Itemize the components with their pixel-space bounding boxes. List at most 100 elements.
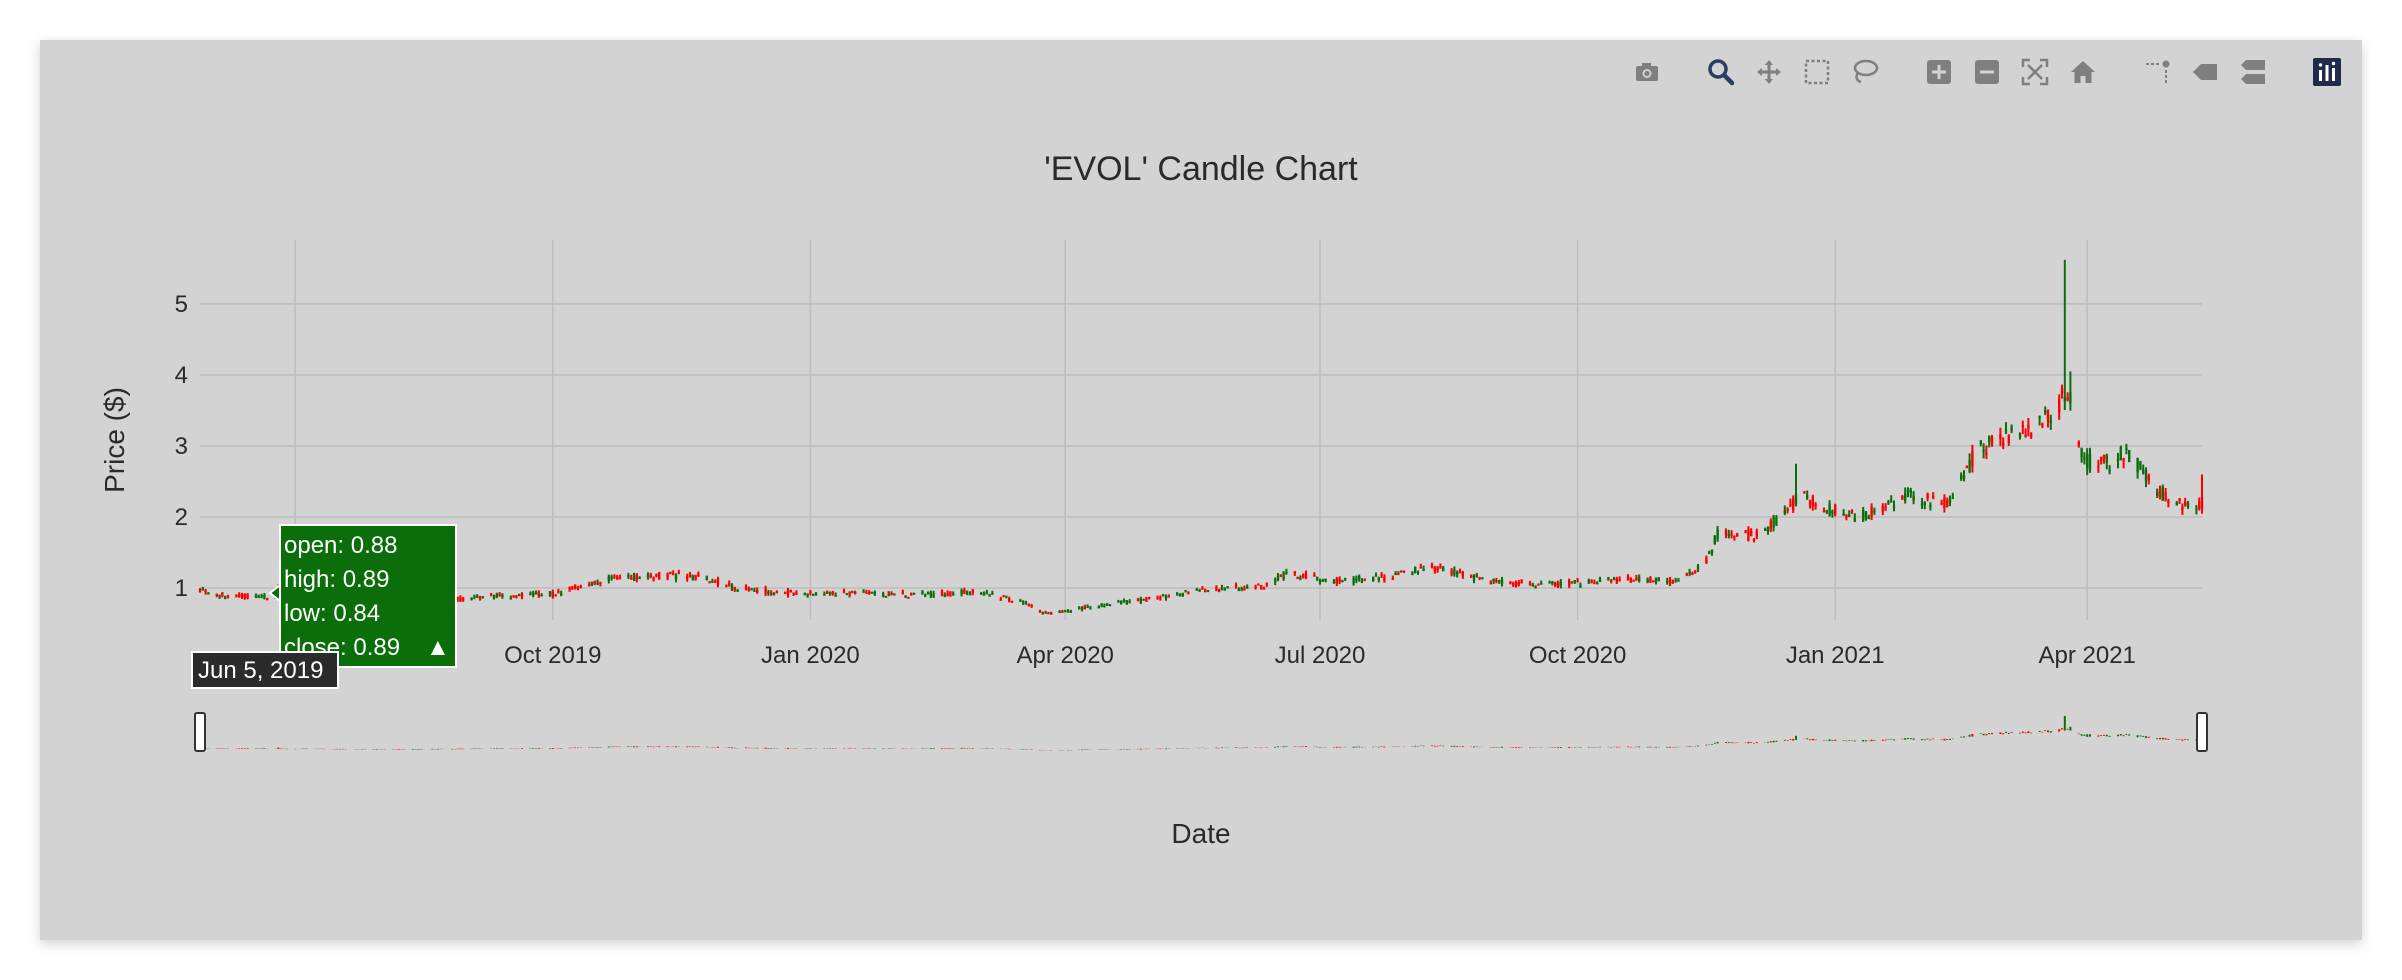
candle-decreasing[interactable] — [688, 571, 692, 578]
candle-decreasing[interactable] — [1148, 596, 1151, 600]
candle-increasing[interactable] — [2119, 445, 2122, 461]
candle-decreasing[interactable] — [940, 589, 944, 597]
candle-decreasing[interactable] — [1313, 572, 1316, 577]
candle-decreasing[interactable] — [1884, 503, 1887, 511]
candle-decreasing[interactable] — [649, 572, 652, 579]
candle-increasing[interactable] — [1080, 606, 1084, 612]
candle-decreasing[interactable] — [554, 594, 557, 597]
candle-decreasing[interactable] — [1262, 586, 1266, 590]
candle-increasing[interactable] — [2086, 448, 2089, 476]
candle-increasing[interactable] — [2108, 465, 2111, 475]
candle-increasing[interactable] — [1064, 609, 1067, 613]
candle-increasing[interactable] — [1122, 598, 1126, 603]
candle-increasing[interactable] — [1019, 598, 1022, 602]
candle-decreasing[interactable] — [1626, 574, 1630, 581]
candle-increasing[interactable] — [1316, 576, 1319, 581]
candle-decreasing[interactable] — [478, 595, 482, 601]
candle-decreasing[interactable] — [1990, 434, 1994, 447]
candle-decreasing[interactable] — [616, 574, 619, 580]
candle-increasing[interactable] — [1276, 573, 1280, 582]
candle-decreasing[interactable] — [1517, 579, 1520, 587]
candle-increasing[interactable] — [1414, 566, 1417, 574]
candle-increasing[interactable] — [1066, 609, 1070, 613]
candle-increasing[interactable] — [1341, 579, 1344, 583]
candle-decreasing[interactable] — [786, 587, 790, 598]
candle-increasing[interactable] — [1892, 500, 1896, 512]
candle-decreasing[interactable] — [1436, 566, 1439, 573]
candle-decreasing[interactable] — [770, 590, 773, 596]
candle-decreasing[interactable] — [221, 591, 224, 598]
candle-decreasing[interactable] — [1946, 497, 1949, 508]
candle-decreasing[interactable] — [1615, 576, 1618, 584]
candle-increasing[interactable] — [882, 591, 885, 598]
hover-closest-button[interactable] — [2188, 55, 2222, 89]
candle-increasing[interactable] — [1853, 513, 1856, 523]
candle-increasing[interactable] — [257, 594, 260, 599]
candle-increasing[interactable] — [2004, 422, 2008, 435]
candle-increasing[interactable] — [1909, 487, 1912, 498]
candle-chart[interactable]: 'EVOL' Candle Chart 1 2 3 4 5 Oct 2019 Jan 2020… — [40, 40, 2362, 940]
candle-increasing[interactable] — [1240, 586, 1243, 592]
candle-increasing[interactable] — [534, 590, 538, 595]
candle-decreasing[interactable] — [865, 589, 868, 594]
candle-decreasing[interactable] — [1187, 591, 1190, 595]
candle-increasing[interactable] — [540, 593, 543, 597]
candle-decreasing[interactable] — [1901, 494, 1904, 500]
candle-increasing[interactable] — [1047, 612, 1050, 615]
candle-decreasing[interactable] — [1652, 580, 1655, 583]
candle-increasing[interactable] — [1164, 594, 1168, 601]
candle-decreasing[interactable] — [1243, 585, 1246, 591]
candle-decreasing[interactable] — [1769, 518, 1772, 533]
candle-decreasing[interactable] — [842, 588, 846, 594]
candle-increasing[interactable] — [495, 592, 498, 599]
candle-increasing[interactable] — [851, 590, 854, 594]
candle-decreasing[interactable] — [1038, 609, 1042, 613]
candle-increasing[interactable] — [1825, 509, 1828, 514]
candle-decreasing[interactable] — [198, 588, 202, 593]
candle-decreasing[interactable] — [1752, 538, 1756, 543]
autoscale-button[interactable] — [2018, 55, 2052, 89]
candle-increasing[interactable] — [750, 587, 753, 591]
candle-increasing[interactable] — [1962, 470, 1966, 482]
candle-decreasing[interactable] — [1159, 595, 1162, 601]
candle-increasing[interactable] — [1321, 578, 1324, 582]
candle-decreasing[interactable] — [1803, 490, 1806, 494]
candle-increasing[interactable] — [1344, 577, 1347, 581]
candle-increasing[interactable] — [1948, 495, 1952, 507]
candle-increasing[interactable] — [1657, 577, 1660, 582]
candle-decreasing[interactable] — [2198, 497, 2201, 511]
candle-increasing[interactable] — [2063, 259, 2066, 410]
candle-increasing[interactable] — [1906, 487, 1910, 498]
candle-increasing[interactable] — [1677, 577, 1680, 582]
candle-increasing[interactable] — [1806, 490, 1809, 500]
candle-increasing[interactable] — [596, 579, 599, 586]
candle-increasing[interactable] — [1674, 577, 1677, 583]
candle-increasing[interactable] — [2156, 488, 2159, 499]
candle-increasing[interactable] — [1716, 526, 1719, 542]
candle-increasing[interactable] — [1086, 604, 1089, 609]
candle-decreasing[interactable] — [568, 586, 571, 592]
candle-decreasing[interactable] — [456, 596, 459, 602]
candle-decreasing[interactable] — [1338, 576, 1341, 585]
candle-increasing[interactable] — [1178, 593, 1182, 597]
candle-increasing[interactable] — [260, 593, 263, 599]
candle-decreasing[interactable] — [887, 591, 890, 597]
candle-decreasing[interactable] — [2164, 487, 2167, 502]
candle-decreasing[interactable] — [1724, 528, 1728, 539]
candle-decreasing[interactable] — [2030, 432, 2033, 439]
candle-decreasing[interactable] — [1450, 568, 1453, 577]
candle-increasing[interactable] — [772, 592, 776, 596]
candle-decreasing[interactable] — [551, 589, 554, 599]
candle-decreasing[interactable] — [1430, 562, 1434, 569]
candle-decreasing[interactable] — [1145, 596, 1148, 602]
candle-decreasing[interactable] — [1302, 573, 1305, 579]
candle-increasing[interactable] — [912, 592, 916, 595]
candle-decreasing[interactable] — [1391, 575, 1394, 580]
candle-decreasing[interactable] — [1397, 571, 1400, 576]
candle-decreasing[interactable] — [666, 572, 669, 581]
candle-decreasing[interactable] — [2041, 422, 2044, 429]
candle-decreasing[interactable] — [2097, 459, 2100, 473]
candle-increasing[interactable] — [1598, 576, 1602, 583]
candle-increasing[interactable] — [1411, 571, 1414, 576]
candle-increasing[interactable] — [691, 574, 694, 581]
